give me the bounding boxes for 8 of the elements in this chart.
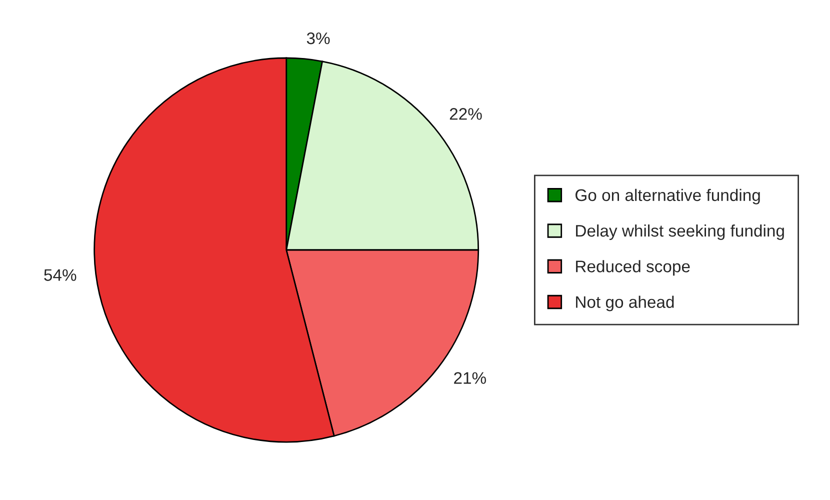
data-label: 22% [450,108,482,120]
legend-label: Reduced scope [576,260,690,276]
legend-label: Delay whilst seeking funding [576,224,784,240]
legend-label: Not go ahead [576,296,674,312]
data-label: 54% [44,269,76,281]
legend-label: Go on alternative funding [576,188,760,204]
data-label: 3% [306,32,330,44]
data-label: 21% [454,372,486,384]
